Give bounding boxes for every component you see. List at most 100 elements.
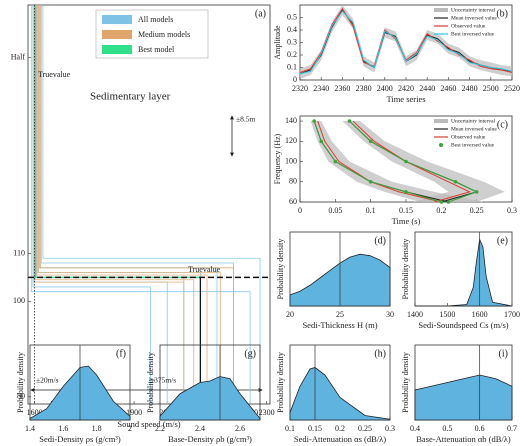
legend-swatch [434,8,448,12]
x-tick-label: 2500 [483,84,499,93]
x-tick-label: 1500 [439,310,455,319]
x-tick-label: 2380 [356,84,372,93]
y-tick-label: 0 [293,75,297,84]
x-tick-label: 20 [286,310,294,319]
y-tick-label: 100 [13,296,25,305]
legend-label: Medium models [138,30,190,39]
x-axis-label: Sound speed (m/s) [117,419,180,429]
legend-label: Best inversed value [451,142,495,148]
x-tick-label: 1600 [27,408,43,417]
panel-label: (i) [499,348,508,359]
x-tick-label: 1.4 [25,424,35,433]
x-tick-label: 1.6 [58,424,68,433]
y-axis-label: Amplitude [273,25,282,60]
x-tick-label: 1.8 [92,424,102,433]
x-axis-label: Sedi-Soundspeed Cs (m/s) [418,320,508,330]
x-tick-label: 0.2 [335,424,345,433]
x-tick-label: 2420 [398,84,414,93]
model-profile [40,5,234,404]
marker [474,190,479,194]
x-tick-label: 0.25 [470,206,484,215]
x-tick-label: 0.3 [385,424,395,433]
x-axis-label: Sedi-Thickness H (m) [302,320,377,330]
y-tick-label: 120 [285,136,297,145]
y-axis-label: Probability density [16,352,25,413]
marker [439,200,444,204]
x-tick-label: 2 [128,424,132,433]
y-tick-label: 60 [289,197,297,206]
marker [319,139,324,144]
legend-label: Observed value [451,134,486,140]
x-axis-label: Sedi-Density ρs (g/cm³) [39,434,121,444]
legend-swatch [102,30,132,39]
annotation: ±8.5m [236,115,255,124]
legend-label: Mean inversed value [451,126,497,132]
x-tick-label: 2480 [462,84,478,93]
model-profile [39,5,218,404]
y-axis-label: Probability density [401,352,410,413]
annotation: ±20m/s [36,376,59,385]
panel-label: (a) [255,8,266,19]
marker [312,119,316,123]
y-axis-label: Probability density [146,352,155,413]
y-tick-label: 100 [285,156,297,165]
arrows [30,115,263,392]
legend-label: Observed value [451,23,486,29]
marker [347,119,352,123]
x-tick-label: 2360 [334,84,350,93]
y-tick-label: 0.3 [287,37,297,46]
model-profile [32,5,152,404]
x-tick-label: 0.15 [308,424,322,433]
x-tick-label: 1600 [472,310,488,319]
panel-label: (g) [244,348,256,359]
y-tick-label: 0.1 [287,62,297,71]
annotation: ±375m/s [150,376,176,385]
uncertainty-band [310,121,484,202]
panel-label: (h) [374,348,386,359]
y-axis-label: Probability density [276,352,285,413]
marker [368,139,373,144]
x-tick-label: 0.6 [475,424,485,433]
panel-label: (d) [374,235,386,246]
x-tick-label: 0.15 [399,206,413,215]
model-profile [40,5,234,404]
x-axis-label: Base-Attenuation αb (dB/λ) [416,434,511,444]
x-tick-label: 0.1 [285,424,295,433]
annotation: Truevalue [188,265,221,274]
series-line [299,10,513,75]
model-profile [38,5,221,404]
x-tick-label: 2520 [504,84,520,93]
legend-label: All models [138,15,173,24]
x-tick-label: 1400 [407,310,423,319]
x-tick-label: 0.3 [507,206,517,215]
x-tick-label: 0.1 [366,206,376,215]
x-axis-label: Time (s) [392,216,421,226]
y-tick-label: 0.5 [287,12,297,21]
y-tick-label: 0.2 [287,50,297,59]
model-profile [42,5,261,404]
uncertainty-band [342,121,505,202]
series-line [352,120,472,203]
legend-swatch [434,119,448,123]
model-profile [36,5,208,404]
x-tick-label: 1700 [504,310,520,319]
marker [453,179,458,184]
marker [404,159,408,164]
x-tick-label: 0 [298,206,302,215]
x-axis-label: Sedi-Attenuation αs (dB/λ) [294,434,386,444]
panel-label: (b) [496,8,508,19]
legend-label: Uncertainty interval [451,7,496,13]
model-profile [34,5,202,404]
y-axis-label: Probability density [276,239,285,300]
x-tick-label: 2400 [377,84,393,93]
x-tick-label: 2460 [440,84,456,93]
series-line [313,120,442,203]
x-tick-label: 2440 [419,84,435,93]
model-profile [35,5,195,404]
x-tick-label: 2320 [292,84,308,93]
annotation: Sedimentary layer [90,91,171,103]
model-profile [34,5,168,404]
legend-label: Best inversed value [451,31,495,37]
x-tick-label: 25 [336,310,344,319]
